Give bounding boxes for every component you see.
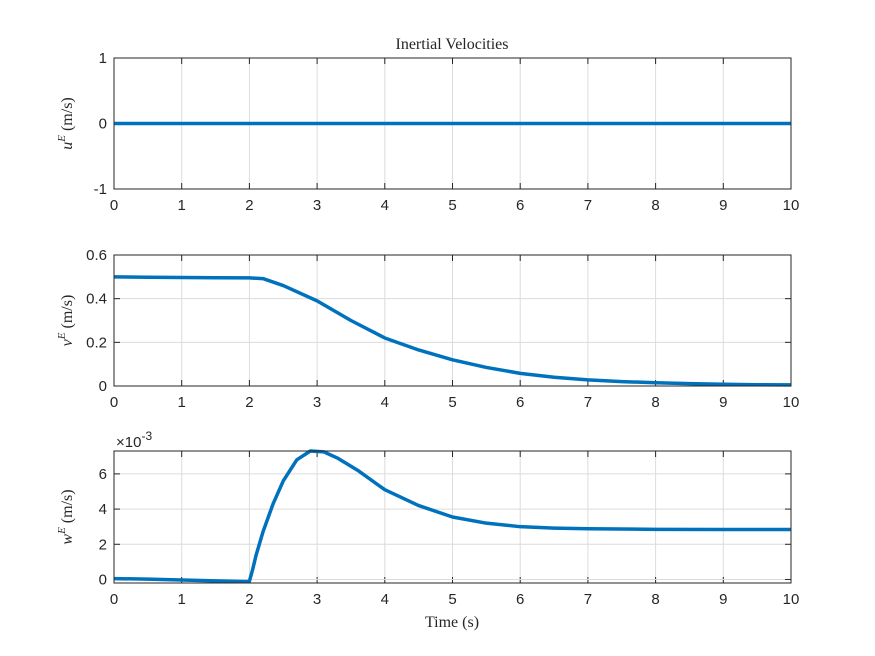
x-tick-label: 5	[448, 197, 456, 214]
y-tick-label: 0.2	[86, 334, 107, 351]
y-label-base: u	[59, 142, 76, 150]
y-tick-label: 4	[99, 501, 107, 518]
x-tick-label: 2	[245, 591, 253, 608]
x-axis-label: Time (s)	[425, 614, 479, 631]
axes-frame	[113, 254, 792, 387]
y-tick-label: 0	[99, 116, 107, 133]
x-tick-label: 5	[448, 591, 456, 608]
y-label-unit: (m/s)	[59, 97, 76, 135]
multiplier-base: ×10	[116, 434, 141, 451]
y-label-superscript: E	[56, 527, 68, 535]
subplot-3: 0 1 2 3 4 5 6 7 8 9 10 0 2 4 6 wE (m/s) ×10-3	[56, 429, 799, 608]
x-tick-label: 7	[584, 591, 592, 608]
x-tick-label: 1	[178, 591, 186, 608]
x-tick-label: 10	[783, 197, 800, 214]
x-tick-label: 4	[381, 591, 389, 608]
y-tick-label: 0	[99, 378, 107, 395]
x-tick-label: 0	[110, 591, 118, 608]
y-tick-label: 2	[99, 536, 107, 553]
x-tick-label: 3	[313, 591, 321, 608]
x-tick-label: 2	[245, 394, 253, 411]
series-line-1	[114, 275, 791, 387]
x-tick-label: 6	[516, 394, 524, 411]
x-tick-label: 7	[584, 394, 592, 411]
x-tick-label: 4	[381, 394, 389, 411]
y-axis-label: vE (m/s)	[56, 295, 76, 347]
x-tick-label: 6	[516, 591, 524, 608]
axes-frame	[113, 450, 792, 584]
subplot-2: 0 1 2 3 4 5 6 7 8 9 10 0 0.2 0.4 0.6 vE (m/s)	[56, 247, 799, 411]
y-tick-label: -1	[94, 181, 107, 198]
y-tick-label: 0.4	[86, 291, 107, 308]
x-tick-label: 3	[313, 394, 321, 411]
x-tick-label: 8	[651, 394, 659, 411]
x-tick-label: 4	[381, 197, 389, 214]
x-tick-label: 9	[719, 394, 727, 411]
x-tick-label: 0	[110, 394, 118, 411]
x-tick-label: 6	[516, 197, 524, 214]
x-tick-label: 9	[719, 197, 727, 214]
axes-frame	[113, 57, 792, 190]
y-label-unit: (m/s)	[59, 489, 76, 527]
x-tick-label: 8	[651, 197, 659, 214]
x-tick-label: 10	[783, 394, 800, 411]
x-tick-label: 9	[719, 591, 727, 608]
y-axis-label: wE (m/s)	[56, 489, 76, 544]
x-tick-label: 2	[245, 197, 253, 214]
x-tick-label: 10	[783, 591, 800, 608]
y-tick-label: 6	[99, 466, 107, 483]
axis-multiplier: ×10-3	[116, 429, 152, 451]
x-tick-label: 5	[448, 394, 456, 411]
y-tick-label: 0	[99, 571, 107, 588]
y-label-superscript: E	[56, 332, 68, 340]
x-tick-label: 8	[651, 591, 659, 608]
y-tick-label: 1	[99, 50, 107, 67]
multiplier-exponent: -3	[141, 429, 152, 443]
y-label-superscript: E	[56, 135, 68, 143]
x-tick-label: 1	[178, 197, 186, 214]
y-label-unit: (m/s)	[59, 295, 76, 333]
y-label-base: v	[59, 338, 76, 346]
x-tick-label: 1	[178, 394, 186, 411]
x-tick-label: 3	[313, 197, 321, 214]
x-tick-label: 7	[584, 197, 592, 214]
y-label-base: w	[59, 534, 76, 545]
chart-title: Inertial Velocities	[396, 36, 509, 53]
y-tick-label: 0.6	[86, 247, 107, 264]
x-tick-label: 0	[110, 197, 118, 214]
y-axis-label: uE (m/s)	[56, 97, 76, 150]
